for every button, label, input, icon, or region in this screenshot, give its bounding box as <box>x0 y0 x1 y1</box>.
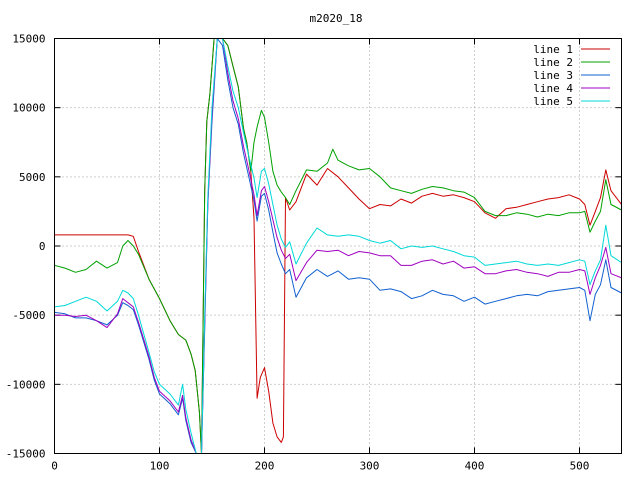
y-axis: -15000 -10000 -5000 0 5000 10000 15000 <box>6 33 622 461</box>
legend-label: line 3 <box>533 69 573 82</box>
y-tick-label: 15000 <box>12 33 45 46</box>
legend-label: line 1 <box>533 43 573 56</box>
y-tick-label: 0 <box>39 240 46 253</box>
series-line-2 <box>54 38 622 454</box>
grid <box>54 38 622 454</box>
series-line-5 <box>54 38 622 454</box>
series-line-3 <box>54 38 622 454</box>
x-tick-label: 400 <box>465 460 485 473</box>
y-tick-label: -5000 <box>12 309 45 322</box>
y-tick-label: 10000 <box>12 102 45 115</box>
legend-label: line 5 <box>533 95 573 108</box>
x-tick-label: 500 <box>570 460 590 473</box>
x-tick-label: 300 <box>360 460 380 473</box>
x-tick-label: 100 <box>150 460 170 473</box>
x-axis: 0 100 200 300 400 500 <box>51 38 590 473</box>
x-tick-label: 200 <box>255 460 275 473</box>
series-line-4 <box>54 38 622 454</box>
y-tick-label: -10000 <box>6 378 46 391</box>
legend-label: line 4 <box>533 82 573 95</box>
y-tick-label: -15000 <box>6 448 46 461</box>
chart-title: m2020_18 <box>310 12 363 25</box>
y-tick-label: 5000 <box>19 171 46 184</box>
legend-label: line 2 <box>533 56 573 69</box>
series-layer <box>54 38 622 454</box>
plot-frame <box>54 38 622 454</box>
x-tick-label: 0 <box>51 460 58 473</box>
